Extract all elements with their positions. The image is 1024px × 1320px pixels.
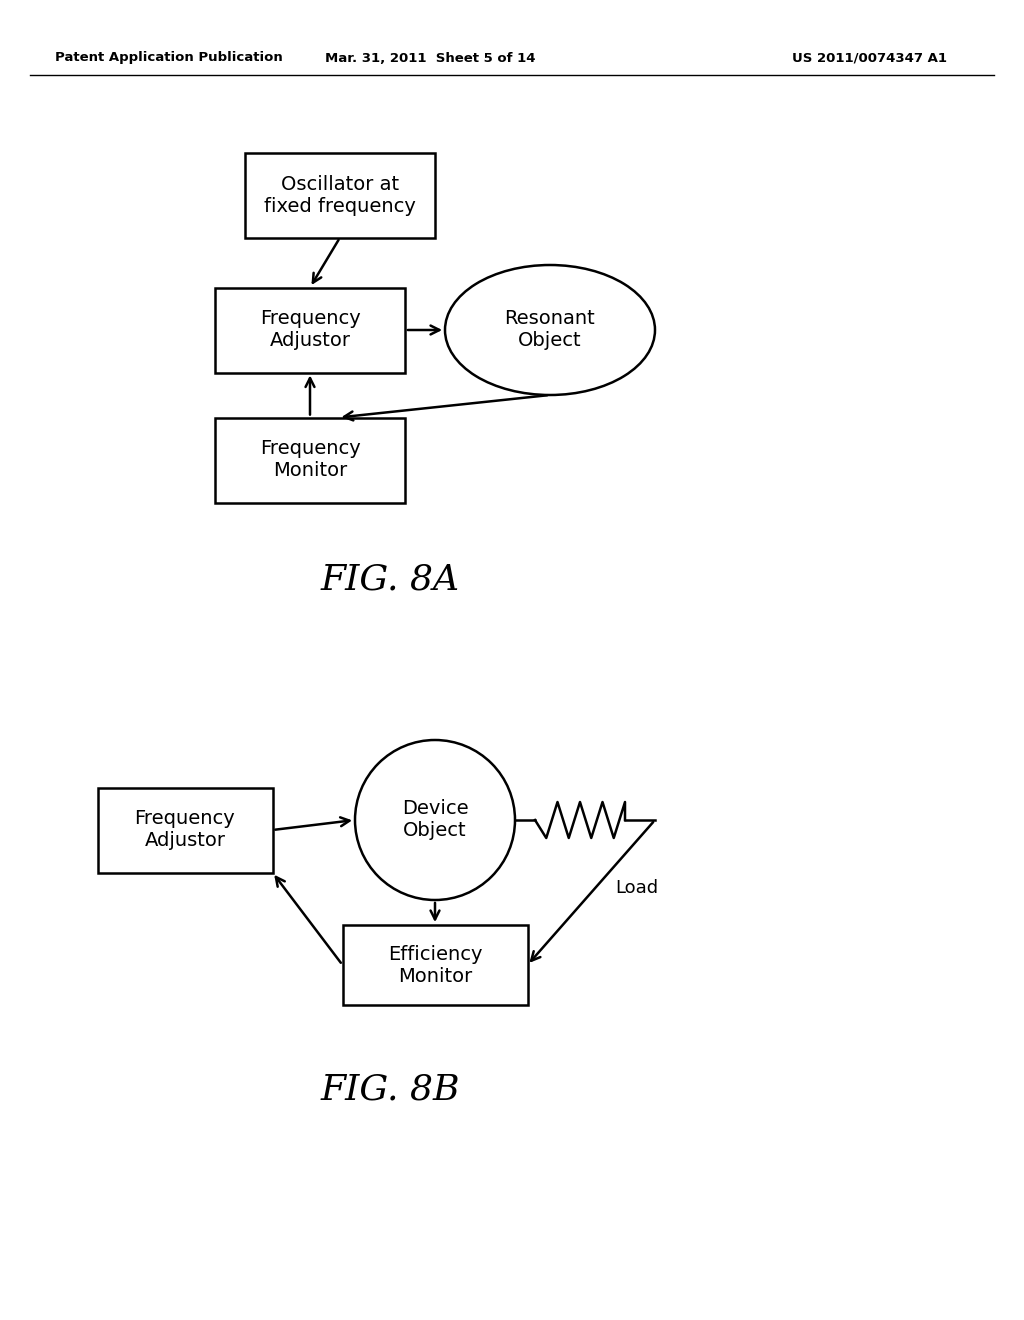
Text: US 2011/0074347 A1: US 2011/0074347 A1 <box>793 51 947 65</box>
Text: Oscillator at
fixed frequency: Oscillator at fixed frequency <box>264 174 416 215</box>
Text: Efficiency
Monitor: Efficiency Monitor <box>388 945 482 986</box>
Ellipse shape <box>445 265 655 395</box>
Text: Frequency
Adjustor: Frequency Adjustor <box>134 809 236 850</box>
FancyBboxPatch shape <box>97 788 272 873</box>
Text: Load: Load <box>615 879 658 898</box>
Text: Device
Object: Device Object <box>401 800 468 841</box>
Text: Mar. 31, 2011  Sheet 5 of 14: Mar. 31, 2011 Sheet 5 of 14 <box>325 51 536 65</box>
Text: Frequency
Monitor: Frequency Monitor <box>260 440 360 480</box>
Text: FIG. 8B: FIG. 8B <box>321 1073 460 1107</box>
Text: Resonant
Object: Resonant Object <box>505 309 595 351</box>
Text: Patent Application Publication: Patent Application Publication <box>55 51 283 65</box>
FancyBboxPatch shape <box>215 417 406 503</box>
Text: Frequency
Adjustor: Frequency Adjustor <box>260 309 360 351</box>
Text: FIG. 8A: FIG. 8A <box>321 564 460 597</box>
Ellipse shape <box>355 741 515 900</box>
FancyBboxPatch shape <box>342 925 527 1005</box>
FancyBboxPatch shape <box>245 153 435 238</box>
FancyBboxPatch shape <box>215 288 406 372</box>
